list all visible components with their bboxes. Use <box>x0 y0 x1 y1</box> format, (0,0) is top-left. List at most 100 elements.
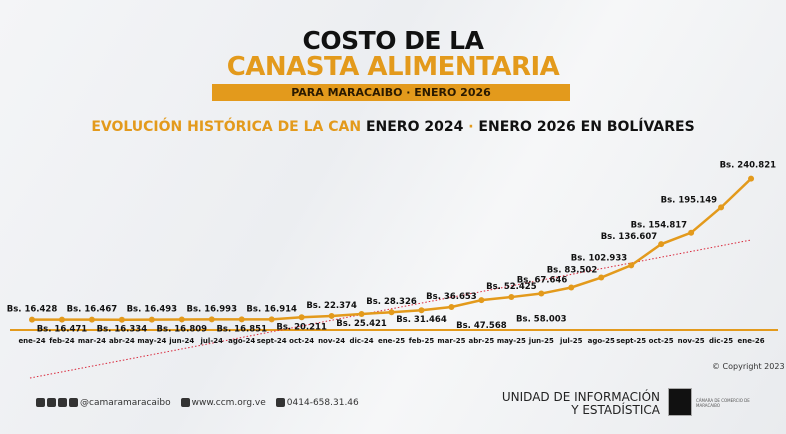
data-point <box>688 229 695 236</box>
whatsapp-icon <box>275 398 285 407</box>
x-tick-label: dic-25 <box>709 337 733 345</box>
data-label: Bs. 52.425 <box>486 282 537 292</box>
data-point <box>178 316 185 323</box>
unit-line2: Y ESTADÍSTICA <box>571 403 660 417</box>
x-tick-label: mar-24 <box>78 337 106 345</box>
x-tick-label: dic-24 <box>349 337 373 345</box>
title-line1: COSTO DE LA <box>302 26 484 55</box>
data-label: Bs. 16.334 <box>97 325 148 335</box>
social-contact[interactable]: @camaramaracaibo <box>36 398 171 408</box>
data-point <box>29 316 35 323</box>
x-tick-label: jul-25 <box>559 337 583 345</box>
data-label: Bs. 16.993 <box>186 304 237 314</box>
data-label: Bs. 36.653 <box>426 292 477 302</box>
data-label: Bs. 47.568 <box>456 321 507 331</box>
data-label: Bs. 67.646 <box>517 275 568 285</box>
x-tick-label: abr-24 <box>109 337 135 345</box>
logo-text: CÁMARA DE COMERCIO DE MARACAIBO <box>696 398 750 408</box>
social-handle: @camaramaracaibo <box>80 398 171 408</box>
x-tick-label: oct-25 <box>649 337 674 345</box>
data-label: Bs. 58.003 <box>516 315 567 325</box>
data-point <box>58 316 65 323</box>
unit-name: UNIDAD DE INFORMACIÓN Y ESTADÍSTICA <box>500 391 660 417</box>
x-tick-label: ago-25 <box>588 337 615 345</box>
data-label: Bs. 31.464 <box>396 315 447 325</box>
x-tick-label: ene-24 <box>18 337 45 345</box>
chart-title-part1: EVOLUCIÓN HISTÓRICA DE LA CAN <box>91 119 362 135</box>
data-label: Bs. 240.821 <box>720 161 777 171</box>
data-point <box>358 311 365 318</box>
subtitle-band: PARA MARACAIBO · ENERO 2026 <box>212 84 570 101</box>
data-point <box>598 274 605 281</box>
x-tick-label: feb-25 <box>409 337 435 345</box>
data-point <box>568 284 575 291</box>
x-tick-label: ene-26 <box>737 337 764 345</box>
data-point <box>268 316 275 323</box>
chart-title: EVOLUCIÓN HISTÓRICA DE LA CAN ENERO 2024… <box>0 119 786 135</box>
x-tick-label: nov-24 <box>318 337 345 345</box>
web-url: www.ccm.org.ve <box>191 398 266 408</box>
x-tick-label: feb-24 <box>49 337 75 345</box>
data-label: Bs. 16.914 <box>246 304 297 314</box>
title-line2: CANASTA ALIMENTARIA <box>226 52 560 82</box>
data-point <box>328 312 335 319</box>
data-point <box>88 316 95 323</box>
data-label: Bs. 16.467 <box>67 305 118 315</box>
data-label: Bs. 83.502 <box>547 266 598 276</box>
data-point <box>388 309 395 316</box>
data-label: Bs. 20.211 <box>276 322 327 332</box>
data-point <box>298 314 305 321</box>
data-label: Bs. 22.374 <box>306 301 357 311</box>
x-tick-label: may-24 <box>137 337 166 345</box>
x-tick-label: mar-25 <box>437 337 465 345</box>
x-icon <box>69 398 78 407</box>
data-label: Bs. 16.493 <box>127 305 178 315</box>
data-point <box>208 316 215 323</box>
x-tick-label: jun-24 <box>168 337 194 345</box>
data-label: Bs. 16.809 <box>157 324 208 334</box>
phone-number: 0414-658.31.46 <box>286 398 359 408</box>
x-tick-label: sept-25 <box>616 337 646 345</box>
data-point <box>538 290 545 297</box>
x-tick-label: sept-24 <box>257 337 287 345</box>
data-point <box>418 307 425 314</box>
x-tick-label: ago-24 <box>228 337 255 345</box>
x-tick-label: nov-25 <box>678 337 705 345</box>
facebook-icon <box>47 398 56 407</box>
x-tick-label: jul-24 <box>200 337 224 345</box>
data-point <box>508 294 515 301</box>
data-point <box>238 316 245 323</box>
data-point <box>628 262 635 269</box>
phone-contact[interactable]: 0414-658.31.46 <box>275 398 359 408</box>
x-tick-label: ene-25 <box>378 337 405 345</box>
data-point <box>448 303 455 310</box>
threads-icon <box>58 398 67 407</box>
x-tick-label: oct-24 <box>289 337 314 345</box>
data-label: Bs. 28.326 <box>366 297 417 307</box>
footer-contacts: @camaramaracaibo www.ccm.org.ve 0414-658… <box>36 398 359 408</box>
data-point <box>718 204 725 211</box>
x-tick-label: abr-25 <box>468 337 494 345</box>
web-contact[interactable]: www.ccm.org.ve <box>180 398 266 408</box>
data-point <box>148 316 155 323</box>
data-label: Bs. 136.607 <box>601 232 658 242</box>
copyright: © Copyright 2023 <box>712 362 785 371</box>
chart-title-part3: ENERO 2026 EN BOLÍVARES <box>478 119 695 135</box>
x-tick-label: jun-25 <box>528 337 554 345</box>
data-label: Bs. 154.817 <box>631 221 688 231</box>
data-label: Bs. 25.421 <box>336 319 387 329</box>
data-label: Bs. 16.471 <box>37 325 88 335</box>
data-label: Bs. 16.428 <box>7 305 58 315</box>
data-point <box>748 175 755 182</box>
chamber-logo <box>668 388 692 416</box>
chart-title-sep: · <box>463 119 479 135</box>
x-tick-label: may-25 <box>497 337 526 345</box>
data-point <box>118 316 125 323</box>
globe-icon <box>180 398 190 407</box>
data-label: Bs. 102.933 <box>571 253 628 263</box>
data-point <box>658 241 665 248</box>
data-label: Bs. 16.851 <box>216 324 267 334</box>
data-label: Bs. 195.149 <box>661 195 718 205</box>
data-point <box>478 297 485 304</box>
